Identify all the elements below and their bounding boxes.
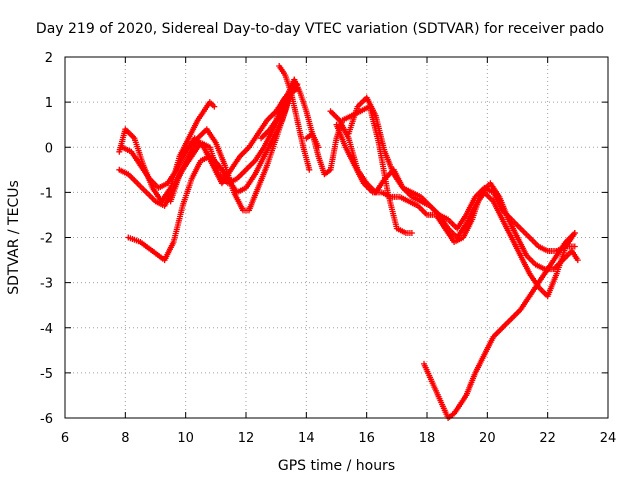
y-tick-label: 1	[45, 96, 53, 111]
x-tick-label: 22	[539, 431, 556, 446]
y-tick-label: 0	[45, 141, 53, 156]
x-tick-label: 24	[600, 431, 617, 446]
y-axis-label: SDTVAR / TECUs	[6, 180, 22, 295]
x-tick-label: 6	[61, 431, 69, 446]
x-tick-labels: 6 8 10 12 14 16 18 20 22 24	[61, 431, 616, 446]
y-tick-label: -5	[40, 367, 53, 382]
y-tick-label: -1	[40, 186, 53, 201]
y-tick-label: -3	[40, 277, 53, 292]
x-tick-label: 8	[121, 431, 129, 446]
y-tick-label: -2	[40, 232, 53, 247]
data-series	[116, 63, 581, 421]
y-tick-label: -6	[40, 412, 53, 427]
series-arc-5	[167, 76, 298, 214]
x-tick-label: 10	[177, 431, 194, 446]
x-tick-label: 18	[419, 431, 436, 446]
x-tick-label: 12	[238, 431, 255, 446]
series-arc-7	[276, 63, 313, 173]
data-markers	[421, 230, 578, 421]
series-arc-3	[119, 90, 295, 191]
data-markers	[345, 94, 578, 300]
chart-title: Day 219 of 2020, Sidereal Day-to-day VTE…	[36, 21, 604, 37]
y-tick-label: 2	[45, 51, 53, 66]
data-markers	[119, 90, 295, 191]
y-tick-labels: -6 -5 -4 -3 -2 -1 0 1 2	[40, 51, 53, 427]
x-axis-label: GPS time / hours	[278, 458, 395, 474]
x-tick-label: 20	[479, 431, 496, 446]
data-markers	[276, 63, 313, 173]
axis-ticks	[64, 56, 609, 419]
x-tick-label: 14	[298, 431, 315, 446]
x-tick-label: 16	[358, 431, 375, 446]
data-markers	[167, 76, 298, 214]
series-arc-11	[345, 94, 578, 300]
y-tick-label: -4	[40, 322, 53, 337]
series-arc-12	[421, 230, 578, 421]
